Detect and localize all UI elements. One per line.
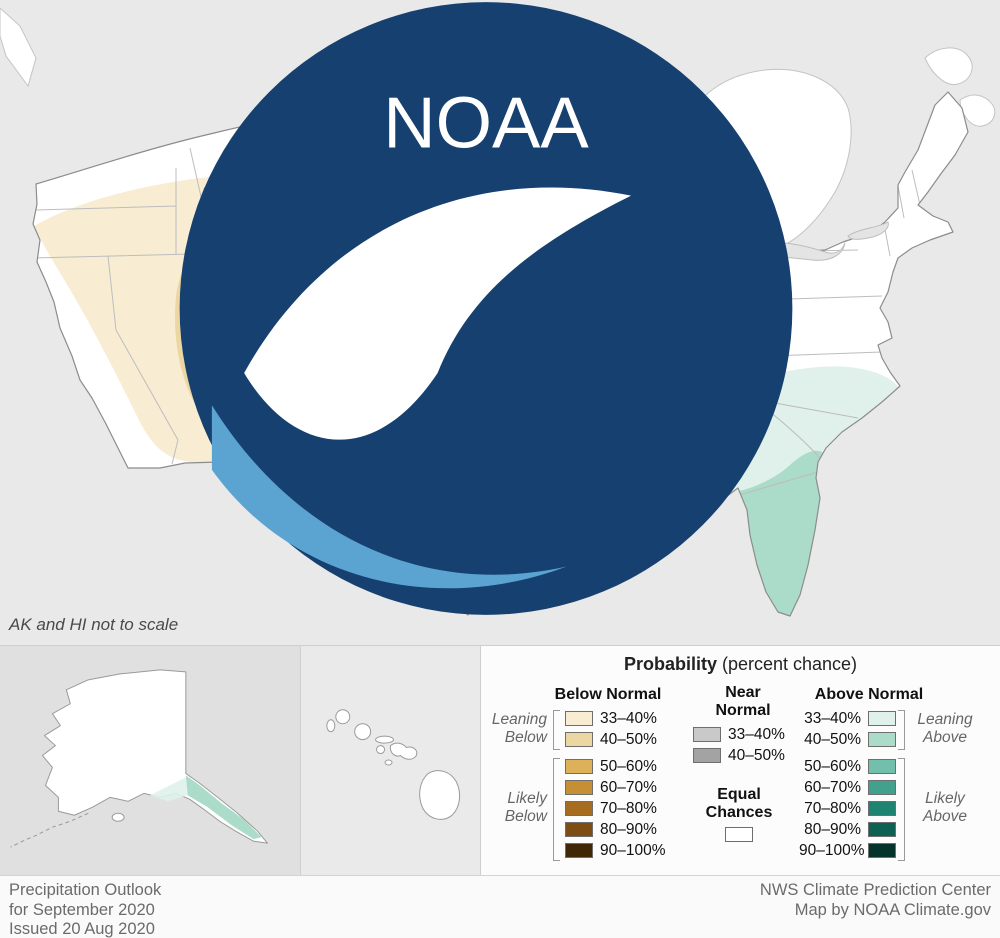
above-60-70-swatch	[868, 780, 896, 795]
legend-row-below-90-100: 90–100%	[565, 840, 666, 861]
leaning-below-label: Leaning Below	[491, 711, 547, 746]
below-70-80-label: 70–80%	[600, 799, 657, 817]
noaa-logo-text: NOAA	[383, 82, 589, 163]
legend-row-above-80-90: 80–90%	[799, 819, 896, 840]
likely-above-label: Likely Above	[923, 790, 967, 825]
below-33-40-label: 33–40%	[600, 709, 657, 727]
legend-row-near-33-40: 33–40%	[693, 724, 785, 745]
us-map-panel: AK and HI not to scale NOAA	[0, 0, 1000, 645]
below-80-90-label: 80–90%	[600, 820, 657, 838]
near-33-40-label: 33–40%	[728, 725, 785, 743]
near-normal-rows: 33–40% 40–50%	[693, 724, 785, 766]
legend-row-below-50-60: 50–60%	[565, 756, 666, 777]
above-70-80-swatch	[868, 801, 896, 816]
below-33-40-swatch	[565, 711, 593, 726]
equal-chances-block: Equal Chances	[689, 786, 789, 842]
hawaii-inset	[300, 645, 480, 875]
footer: Precipitation Outlook for September 2020…	[0, 875, 1000, 938]
legend-row-above-50-60: 50–60%	[799, 756, 896, 777]
below-60-70-swatch	[565, 780, 593, 795]
below-50-60-label: 50–60%	[600, 757, 657, 775]
equal-chances-label: Equal Chances	[705, 786, 773, 821]
below-40-50-swatch	[565, 732, 593, 747]
above-50-60-label: 50–60%	[804, 757, 861, 775]
near-normal-header: Near Normal	[715, 684, 771, 719]
above-90-100-swatch	[868, 843, 896, 858]
alaska-inset	[0, 645, 300, 875]
legend-row-below-33-40: 33–40%	[565, 708, 666, 729]
alaska-above-normal-40-50-region	[185, 775, 262, 840]
above-50-60-swatch	[868, 759, 896, 774]
below-60-70-label: 60–70%	[600, 778, 657, 796]
below-normal-header: Below Normal	[554, 686, 662, 703]
legend-row-above-33-40: 33–40%	[799, 708, 896, 729]
likely-above-bracket	[898, 758, 905, 861]
near-33-40-swatch	[693, 727, 721, 742]
equal-chances-swatch	[725, 827, 753, 842]
inset-row: Probability (percent chance) Below Norma…	[0, 645, 1000, 875]
legend-title-note: (percent chance)	[721, 654, 858, 674]
legend-title-main: Probability	[623, 654, 717, 674]
legend-row-above-70-80: 70–80%	[799, 798, 896, 819]
legend-title: Probability (percent chance)	[481, 654, 1000, 675]
legend-row-near-40-50: 40–50%	[693, 745, 785, 766]
above-normal-header: Above Normal	[814, 686, 924, 703]
below-50-60-swatch	[565, 759, 593, 774]
legend-row-below-70-80: 70–80%	[565, 798, 666, 819]
above-90-100-label: 90–100%	[799, 841, 865, 859]
above-60-70-label: 60–70%	[804, 778, 861, 796]
legend-row-below-60-70: 60–70%	[565, 777, 666, 798]
above-33-40-label: 33–40%	[804, 709, 861, 727]
footer-right: NWS Climate Prediction Center Map by NOA…	[760, 881, 991, 920]
below-90-100-swatch	[565, 843, 593, 858]
legend-row-below-40-50: 40–50%	[565, 729, 666, 750]
aleutian-islands	[10, 812, 89, 848]
below-90-100-label: 90–100%	[600, 841, 666, 859]
kodiak-island	[111, 812, 125, 822]
alaska-map	[10, 669, 268, 848]
leaning-above-label: Leaning Above	[917, 711, 973, 746]
above-80-90-swatch	[868, 822, 896, 837]
below-normal-rows: 33–40% 40–50% 50–60% 60–70% 70–80%	[565, 708, 666, 861]
below-80-90-swatch	[565, 822, 593, 837]
hawaii-islands	[326, 709, 461, 820]
footer-credit: Map by NOAA Climate.gov	[794, 900, 991, 919]
legend-row-above-60-70: 60–70%	[799, 777, 896, 798]
hawaii-map	[326, 709, 461, 820]
footer-title: Precipitation Outlook	[9, 881, 162, 899]
footer-left: Precipitation Outlook for September 2020…	[9, 881, 161, 938]
below-70-80-swatch	[565, 801, 593, 816]
footer-issued: Issued 20 Aug 2020	[9, 920, 155, 938]
footer-source: NWS Climate Prediction Center	[759, 881, 991, 899]
alaska-above-normal-33-40-region	[150, 777, 194, 802]
legend-row-above-40-50: 40–50%	[799, 729, 896, 750]
leaning-below-bracket	[553, 710, 560, 750]
near-40-50-swatch	[693, 748, 721, 763]
above-normal-rows: 33–40% 40–50% 50–60% 60–70% 70–80%	[799, 708, 896, 861]
legend-panel: Probability (percent chance) Below Norma…	[480, 645, 1000, 875]
above-33-40-swatch	[868, 711, 896, 726]
noaa-logo: NOAA	[179, 2, 793, 615]
footer-period: for September 2020	[9, 900, 155, 919]
above-80-90-label: 80–90%	[804, 820, 861, 838]
below-40-50-label: 40–50%	[600, 730, 657, 748]
above-40-50-swatch	[868, 732, 896, 747]
likely-below-label: Likely Below	[504, 790, 547, 825]
neighbouring-land	[0, 7, 996, 248]
likely-below-bracket	[553, 758, 560, 861]
above-40-50-label: 40–50%	[804, 730, 861, 748]
leaning-above-bracket	[898, 710, 905, 750]
near-40-50-label: 40–50%	[728, 746, 785, 764]
above-70-80-label: 70–80%	[804, 799, 861, 817]
legend-row-below-80-90: 80–90%	[565, 819, 666, 840]
scale-note: AK and HI not to scale	[9, 615, 179, 634]
legend-row-above-90-100: 90–100%	[799, 840, 896, 861]
